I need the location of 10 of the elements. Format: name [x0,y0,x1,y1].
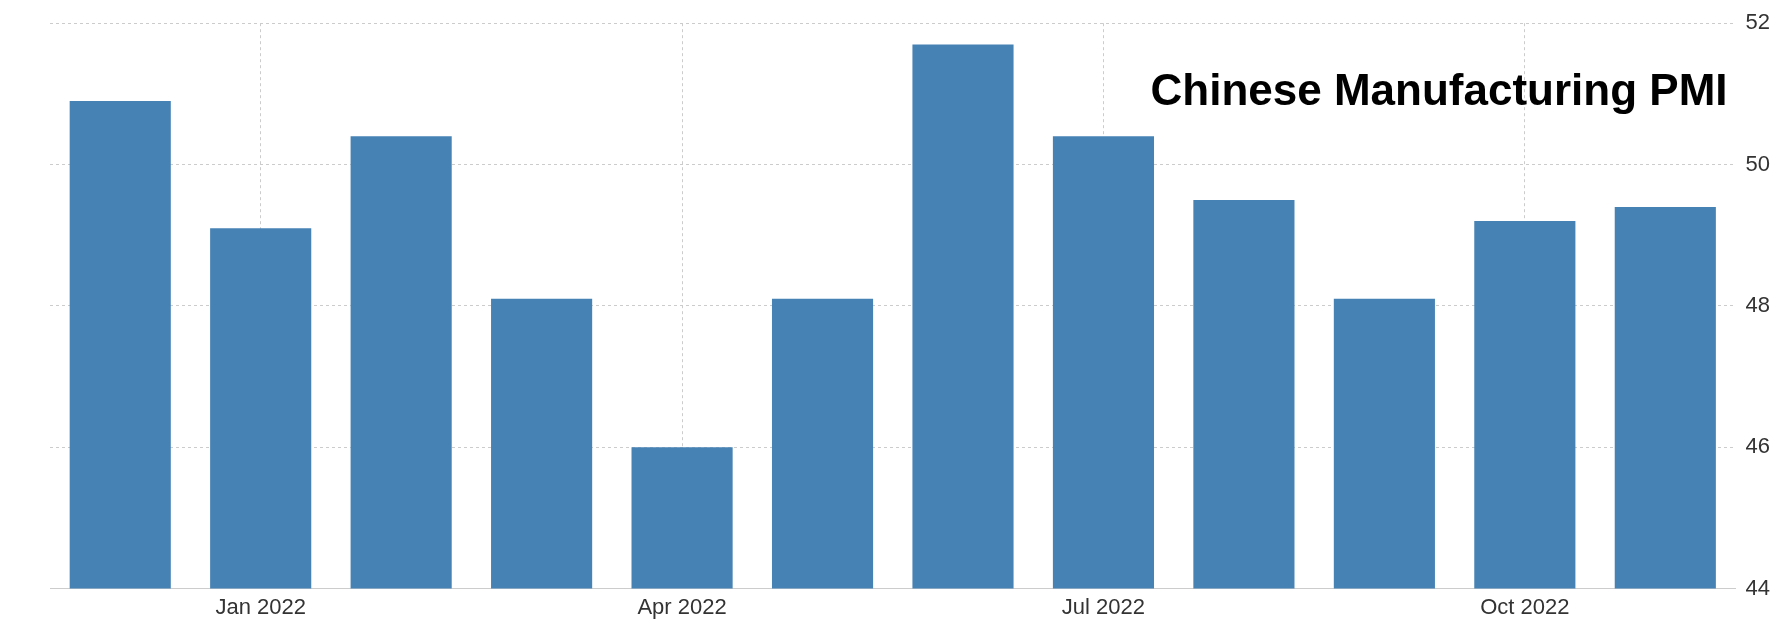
y-tick-label: 46 [1745,433,1771,459]
x-tick-label: Jul 2022 [1061,593,1146,619]
y-tick-label: 50 [1745,150,1771,176]
text: Chinese Manufacturing PMI [1150,65,1728,115]
y-tick-label: 48 [1745,291,1771,317]
y-tick-label: 52 [1745,9,1771,35]
x-tick-label: Oct 2022 [1480,593,1570,619]
x-tick-label: Apr 2022 [637,593,727,619]
x-tick-label: Jan 2022 [215,593,306,619]
y-tick-label: 44 [1745,574,1771,600]
